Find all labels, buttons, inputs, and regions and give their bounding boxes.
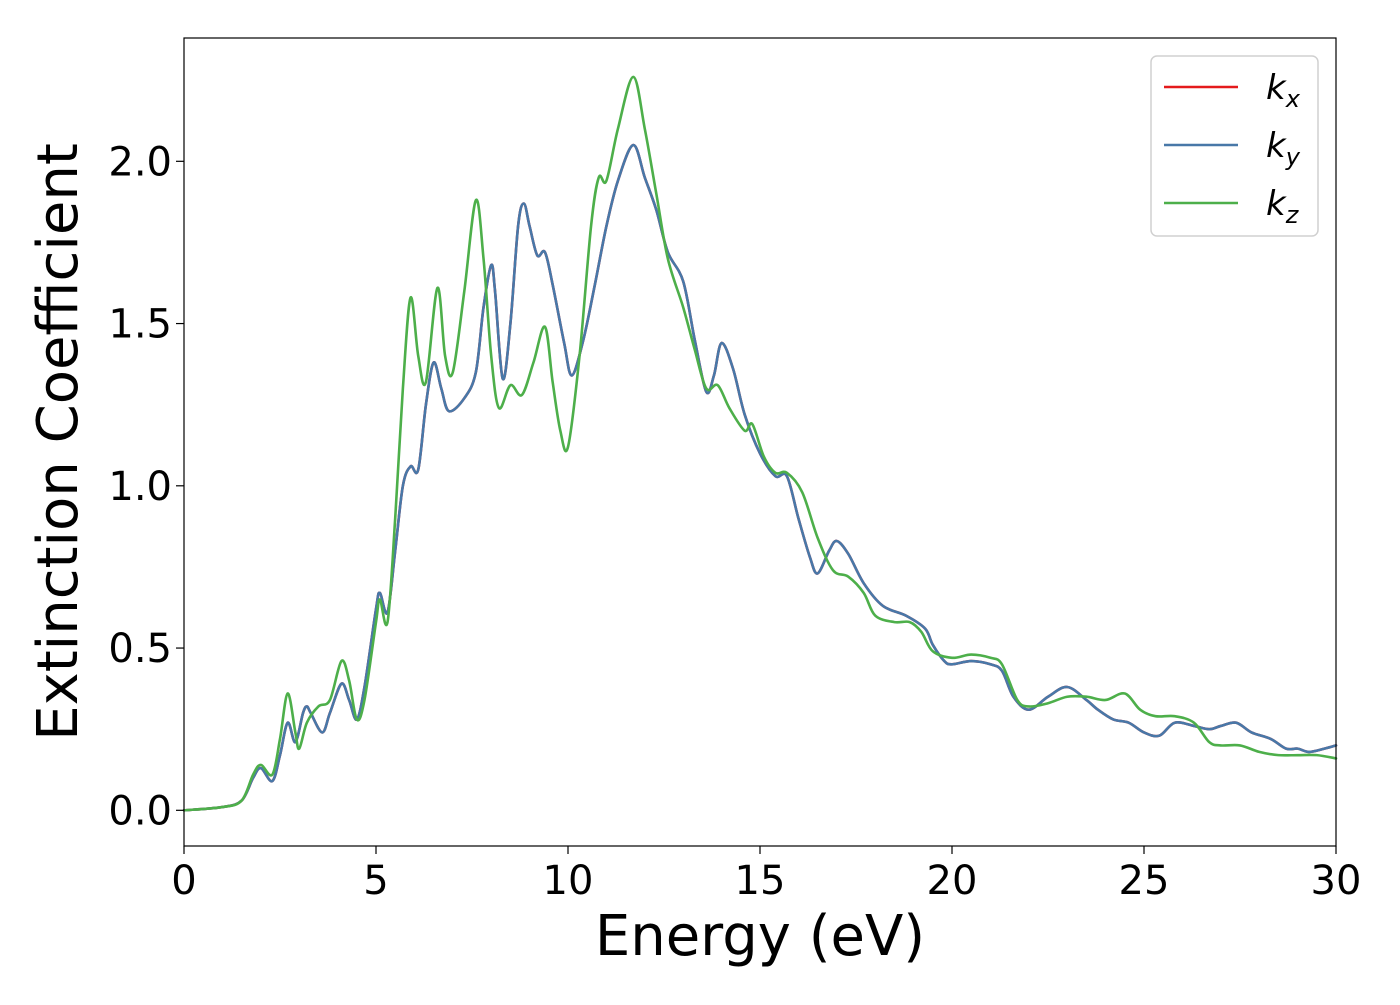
x-tick-label: 25 <box>1119 858 1170 904</box>
x-axis-ticks: 0 5 10 15 20 25 30 <box>171 846 1361 904</box>
x-tick-label: 30 <box>1311 858 1362 904</box>
series-line-kz <box>182 75 1338 812</box>
y-tick-label: 0.0 <box>108 788 172 834</box>
series-line-ky <box>182 143 1338 812</box>
legend-label-kz: kz <box>1266 184 1300 229</box>
x-tick-label: 20 <box>927 858 978 904</box>
legend-label-kx: kx <box>1266 68 1301 113</box>
x-tick-label: 10 <box>543 858 594 904</box>
y-axis-title: Extinction Coefficient <box>26 143 91 741</box>
y-tick-label: 1.5 <box>108 302 172 348</box>
y-tick-label: 1.0 <box>108 464 172 510</box>
series-layer <box>182 75 1338 812</box>
y-axis-ticks: 0.0 0.5 1.0 1.5 2.0 <box>108 139 184 834</box>
x-tick-label: 0 <box>171 858 196 904</box>
x-tick-label: 15 <box>735 858 786 904</box>
x-axis-title: Energy (eV) <box>595 904 925 969</box>
x-tick-label: 5 <box>363 858 388 904</box>
legend-label-ky: ky <box>1266 126 1301 171</box>
legend: kx ky kz <box>1150 55 1319 237</box>
y-tick-label: 0.5 <box>108 626 172 672</box>
y-tick-label: 2.0 <box>108 139 172 185</box>
